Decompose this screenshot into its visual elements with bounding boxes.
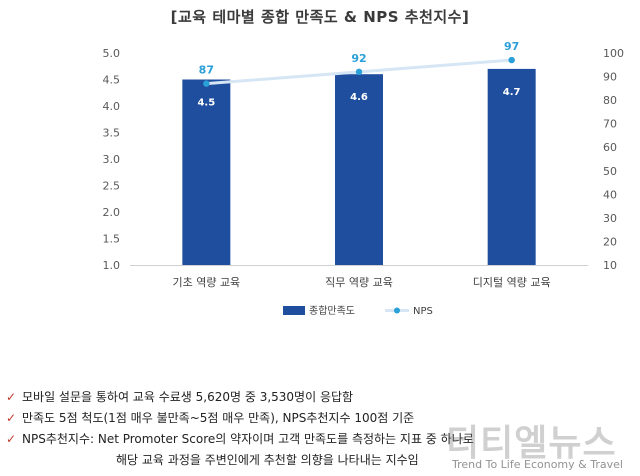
bar: [335, 74, 383, 265]
y-tick-label: 4.5: [103, 74, 121, 87]
nps-data-label: 97: [504, 40, 519, 53]
category-label: 기초 역량 교육: [172, 276, 240, 289]
y2-tick-label: 80: [603, 94, 617, 107]
y-tick-label: 1.5: [103, 233, 121, 246]
nps-point: [203, 80, 210, 87]
y2-tick-label: 30: [603, 212, 617, 225]
y-tick-label: 5.0: [103, 47, 121, 60]
y-tick-label: 3.0: [103, 153, 121, 166]
bar: [182, 79, 231, 265]
y-tick-label: 3.5: [103, 127, 121, 140]
legend-label: 종합만족도: [309, 305, 355, 317]
bar-data-label: 4.5: [197, 98, 215, 109]
watermark-tagline: Trend To Life Economy & Travel: [452, 458, 623, 471]
legend-swatch-bar: [283, 306, 305, 315]
y-tick-label: 4.0: [103, 100, 121, 113]
y-tick-label: 1.0: [103, 259, 121, 272]
y-tick-label: 2.0: [103, 206, 121, 219]
y2-tick-label: 10: [603, 259, 617, 272]
bar: [487, 68, 536, 266]
category-label: 디지털 역량 교육: [473, 276, 551, 289]
legend-swatch-point: [394, 307, 400, 314]
notes-list: ✓ 모바일 설문을 통하여 교육 수료생 5,620명 중 3,530명이 응답…: [6, 387, 636, 471]
nps-point: [508, 56, 515, 64]
y-tick-label: 2.5: [103, 180, 121, 193]
category-label: 직무 역량 교육: [325, 276, 393, 289]
legend-label: NPS: [413, 306, 433, 317]
y2-tick-label: 40: [603, 188, 617, 201]
y2-tick-label: 50: [603, 165, 617, 178]
check-icon: ✓: [6, 390, 17, 404]
watermark-logo: 티티엘뉴스: [446, 423, 617, 464]
y2-tick-label: 100: [603, 47, 624, 60]
nps-data-label: 87: [199, 64, 214, 77]
note-continuation: 해당 교육 과정을 주변인에게 추천할 의향을 나타내는 지수임: [116, 453, 419, 467]
chart-title: [교육 테마별 종합 만족도 & NPS 추천지수]: [170, 8, 470, 26]
check-icon: ✓: [6, 432, 17, 446]
note-text: 모바일 설문을 통하여 교육 수료생 5,620명 중 3,530명이 응답함: [22, 390, 354, 404]
note-item: ✓ NPS추천지수: Net Promoter Score의 약자이며 고객 만…: [6, 429, 636, 450]
note-text: NPS추천지수: Net Promoter Score의 약자이며 고객 만족도…: [22, 432, 474, 446]
y2-tick-label: 60: [603, 141, 617, 154]
nps-point: [355, 68, 363, 76]
combo-chart: 1.0 1.5 2.0 2.5 3.0 3.5 4.0 4.5 5.0 10 20 30 40 50 60 7…: [103, 40, 625, 317]
bar-data-label: 4.7: [503, 87, 521, 98]
nps-data-label: 92: [351, 52, 366, 65]
y2-tick-label: 90: [603, 71, 617, 84]
y2-tick-label: 70: [603, 118, 617, 131]
check-icon: ✓: [6, 411, 17, 425]
note-item: ✓ 모바일 설문을 통하여 교육 수료생 5,620명 중 3,530명이 응답…: [6, 387, 636, 408]
note-text: 만족도 5점 척도(1점 매우 불만족~5점 매우 만족), NPS추천지수 1…: [22, 411, 415, 425]
y2-tick-label: 20: [603, 235, 617, 248]
note-item: ✓ 만족도 5점 척도(1점 매우 불만족~5점 매우 만족), NPS추천지수…: [6, 408, 636, 429]
bar-data-label: 4.6: [350, 92, 368, 103]
